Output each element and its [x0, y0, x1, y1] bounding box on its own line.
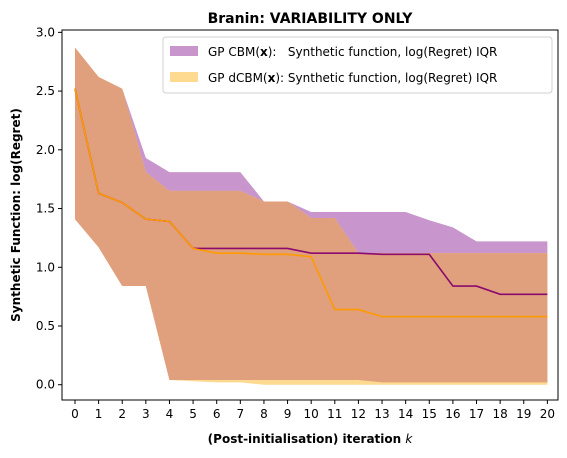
- x-tick-label: 0: [71, 407, 79, 421]
- x-tick-label: 16: [445, 407, 460, 421]
- plot-frame: [61, 29, 559, 401]
- median-lines: [74, 88, 548, 318]
- x-tick-label: 9: [284, 407, 292, 421]
- x-tick-label: 18: [492, 407, 507, 421]
- median-line-dcbm: [74, 88, 548, 318]
- y-tick-label: 1.0: [36, 260, 55, 274]
- y-tick-label: 2.0: [36, 143, 55, 157]
- y-tick-label: 0.5: [36, 319, 55, 333]
- x-tick-label: 8: [260, 407, 268, 421]
- x-axis-title: (Post-initialisation) iteration k: [208, 432, 414, 446]
- legend-swatch-dcbm: [170, 72, 198, 82]
- x-tick-label: 17: [469, 407, 484, 421]
- x-tick-label: 11: [327, 407, 342, 421]
- x-tick-label: 2: [118, 407, 126, 421]
- iqr-bands: [74, 47, 548, 385]
- x-tick-label: 20: [540, 407, 555, 421]
- x-axis: 0 1 2 3 4 5 6 7 8 9 10 11 12 13 14 15 16 17 18 19 20: [71, 400, 555, 421]
- y-tick-label: 3.0: [36, 25, 55, 39]
- legend-box: [162, 36, 553, 94]
- x-tick-label: 4: [166, 407, 174, 421]
- x-tick-label: 19: [516, 407, 531, 421]
- chart-title: Branin: VARIABILITY ONLY: [208, 11, 414, 27]
- y-tick-label: 0.0: [36, 378, 55, 392]
- y-axis-title: Synthetic Function: log(Regret): [9, 108, 23, 322]
- x-tick-label: 12: [351, 407, 366, 421]
- legend-label-cbm: GP CBM(x): Synthetic function, log(Regre…: [208, 45, 497, 59]
- x-tick-label: 10: [304, 407, 319, 421]
- x-tick-label: 7: [237, 407, 245, 421]
- legend-label-dcbm: GP dCBM(x): Synthetic function, log(Regr…: [208, 71, 497, 85]
- y-tick-label: 2.5: [36, 84, 55, 98]
- x-tick-label: 5: [189, 407, 197, 421]
- x-tick-label: 3: [142, 407, 150, 421]
- legend: GP CBM(x): Synthetic function, log(Regre…: [162, 36, 553, 94]
- x-tick-label: 13: [374, 407, 389, 421]
- x-tick-label: 15: [422, 407, 437, 421]
- y-tick-label: 1.5: [36, 202, 55, 216]
- x-tick-label: 14: [398, 407, 413, 421]
- iqr-band-overlap: [74, 47, 548, 383]
- legend-swatch-cbm: [170, 46, 198, 56]
- x-tick-label: 1: [95, 407, 103, 421]
- x-tick-label: 6: [213, 407, 221, 421]
- y-axis: 0.0 0.5 1.0 1.5 2.0 2.5 3.0: [36, 25, 62, 392]
